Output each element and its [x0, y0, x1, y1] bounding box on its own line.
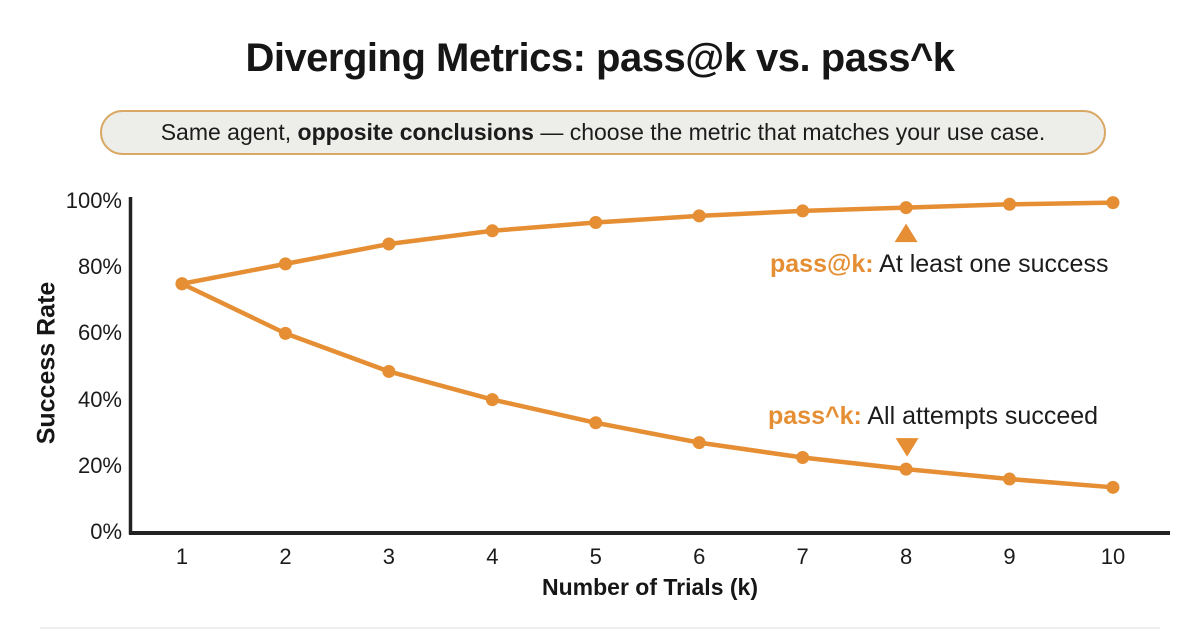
y-tick-label: 0%: [90, 519, 122, 544]
data-point: [1003, 197, 1017, 211]
page-title: Diverging Metrics: pass@k vs. pass^k: [245, 36, 955, 80]
data-point: [692, 436, 706, 450]
data-point: [175, 277, 189, 291]
data-point: [485, 393, 499, 407]
data-point: [278, 257, 292, 271]
y-tick-label: 60%: [77, 320, 122, 346]
data-point: [899, 201, 913, 215]
y-axis-title: Success Rate: [32, 281, 61, 445]
subtitle-suffix: — choose the metric that matches your us…: [533, 119, 1046, 145]
data-point: [796, 451, 810, 465]
annotation-pass-hat-k-metric: pass^k:: [768, 402, 862, 430]
data-point: [796, 204, 810, 218]
subtitle-prefix: Same agent,: [160, 119, 298, 145]
x-tick-label: 8: [899, 544, 913, 569]
y-tick-label: 100%: [65, 188, 122, 213]
y-tick-label: 20%: [77, 452, 122, 478]
subtitle-banner: Same agent, opposite conclusions — choos…: [100, 110, 1106, 155]
x-tick-label: 1: [175, 544, 189, 569]
up-triangle-icon: [894, 223, 918, 243]
annotation-pass-at-k-metric: pass@k:: [770, 250, 874, 278]
data-point: [1106, 196, 1120, 210]
x-tick-label: 2: [279, 544, 292, 569]
annotation-pass-hat-k-text: All attempts succeed: [861, 402, 1099, 430]
x-tick-label: 5: [589, 544, 602, 569]
annotation-pass-at-k: pass@k: At least one success: [770, 248, 1108, 280]
data-point: [382, 364, 396, 378]
y-tick-label: 80%: [77, 254, 122, 280]
bottom-divider: [40, 627, 1160, 629]
x-axis-title: Number of Trials (k): [542, 574, 758, 600]
data-point: [899, 462, 913, 476]
annotation-pass-hat-k: pass^k: All attempts succeed: [768, 400, 1098, 432]
data-point: [692, 209, 706, 223]
x-tick-label: 6: [693, 544, 706, 569]
data-point: [1003, 472, 1017, 486]
x-tick-label: 10: [1100, 544, 1126, 569]
data-point: [589, 416, 603, 430]
data-point: [589, 216, 603, 230]
data-point: [485, 224, 499, 238]
series-line-pass-at-k: [179, 200, 1116, 286]
data-point: [278, 326, 292, 340]
data-point: [1106, 480, 1120, 494]
y-tick-label: 40%: [77, 386, 122, 412]
x-tick-label: 7: [796, 544, 809, 569]
down-triangle-icon: [895, 438, 919, 457]
data-point: [382, 237, 396, 251]
x-tick-label: 3: [382, 544, 395, 569]
subtitle-bold: opposite conclusions: [297, 119, 534, 145]
series-line-pass-hat-k: [179, 281, 1116, 490]
x-tick-label: 9: [1003, 544, 1016, 569]
x-tick-label: 4: [486, 544, 499, 569]
annotation-pass-at-k-text: At least one success: [873, 250, 1109, 278]
